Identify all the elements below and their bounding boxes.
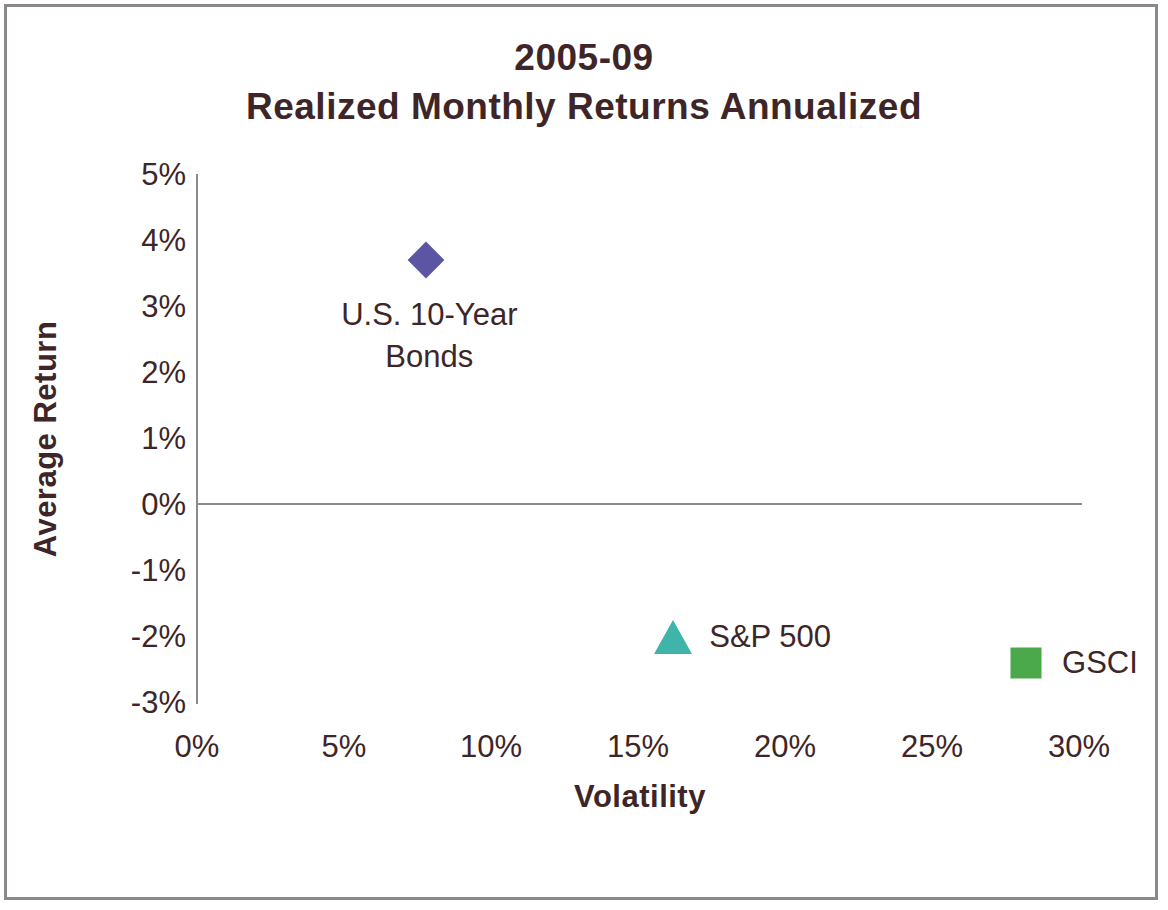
y-tick-label: 1%	[0, 421, 186, 457]
point-u-s-10-year-bonds-label: U.S. 10-YearBonds	[341, 294, 517, 378]
y-tick-label: 5%	[0, 157, 186, 193]
x-tick-label: 5%	[322, 729, 367, 765]
x-tick-label: 15%	[607, 729, 669, 765]
x-tick-label: 30%	[1048, 729, 1110, 765]
chart-title-line2: Realized Monthly Returns Annualized	[0, 83, 1168, 132]
label-line: GSCI	[1062, 645, 1138, 681]
zero-gridline	[196, 503, 1082, 505]
x-tick-label: 25%	[901, 729, 963, 765]
y-axis-line	[196, 174, 198, 704]
chart-title-line1: 2005-09	[0, 34, 1168, 83]
y-tick-label: 2%	[0, 355, 186, 391]
y-tick-label: -3%	[0, 685, 186, 721]
label-line: S&P 500	[709, 619, 831, 655]
chart-title: 2005-09 Realized Monthly Returns Annuali…	[0, 34, 1168, 132]
y-tick-label: 0%	[0, 487, 186, 523]
point-gsci-label: GSCI	[1062, 645, 1138, 681]
x-tick-label: 20%	[754, 729, 816, 765]
label-line: U.S. 10-Year	[341, 294, 517, 336]
y-tick-label: 4%	[0, 223, 186, 259]
point-gsci-marker	[1011, 647, 1042, 678]
point-s-p-500-marker	[654, 620, 692, 654]
point-u-s-10-year-bonds-marker	[408, 242, 445, 279]
y-tick-label: 3%	[0, 289, 186, 325]
point-s-p-500-label: S&P 500	[709, 619, 831, 655]
x-axis-title: Volatility	[574, 779, 706, 815]
y-tick-label: -2%	[0, 619, 186, 655]
y-tick-label: -1%	[0, 553, 186, 589]
x-tick-label: 0%	[175, 729, 220, 765]
x-tick-label: 10%	[460, 729, 522, 765]
label-line: Bonds	[341, 336, 517, 378]
